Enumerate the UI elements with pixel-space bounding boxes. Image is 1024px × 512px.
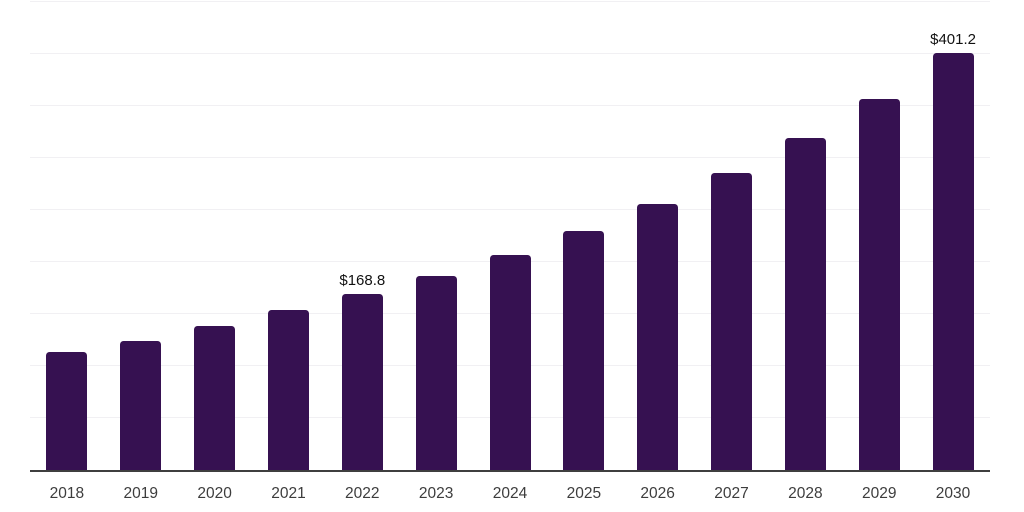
bar-2021 xyxy=(267,309,309,470)
x-tick-label-2018: 2018 xyxy=(49,485,85,502)
bar-2019 xyxy=(120,340,162,470)
x-tick-label-2020: 2020 xyxy=(197,485,232,502)
data-label-2022: $168.8 xyxy=(339,272,386,290)
bar-2029 xyxy=(858,98,900,470)
bar-2026 xyxy=(637,203,679,470)
x-tick-label-2026: 2026 xyxy=(640,485,675,502)
x-tick-label-2030: 2030 xyxy=(935,485,971,502)
gridline-350 xyxy=(30,105,990,106)
bar-2028 xyxy=(784,137,826,470)
x-axis-tick-labels: 2018 2019 2020 2021 2022 2023 2024 2025 2026 2027… xyxy=(30,484,990,503)
plot-area: $168.8 $401.2 xyxy=(30,1,990,472)
bar-2024 xyxy=(489,254,531,470)
x-tick-label-2028: 2028 xyxy=(788,485,823,502)
x-tick-label-2022: 2022 xyxy=(345,485,380,502)
data-label-2030: $401.2 xyxy=(930,30,977,48)
x-tick-label-2019: 2019 xyxy=(123,485,158,502)
bar-2025 xyxy=(563,230,605,470)
gridline-250 xyxy=(30,209,990,210)
x-tick-label-2023: 2023 xyxy=(418,485,454,502)
bar-2018 xyxy=(46,351,88,470)
bar-2030 xyxy=(932,52,974,470)
x-tick-label-2025: 2025 xyxy=(566,485,602,502)
bar-2023 xyxy=(415,275,457,470)
bar-2020 xyxy=(194,325,236,470)
gridline-400 xyxy=(30,53,990,54)
x-tick-label-2029: 2029 xyxy=(861,485,897,502)
gridline-450 xyxy=(30,1,990,2)
gridline-300 xyxy=(30,157,990,158)
x-tick-label-2027: 2027 xyxy=(714,485,749,502)
x-tick-label-2024: 2024 xyxy=(492,485,528,502)
bar-2027 xyxy=(711,172,753,470)
bar-2022 xyxy=(341,294,383,470)
x-tick-label-2021: 2021 xyxy=(271,485,306,502)
